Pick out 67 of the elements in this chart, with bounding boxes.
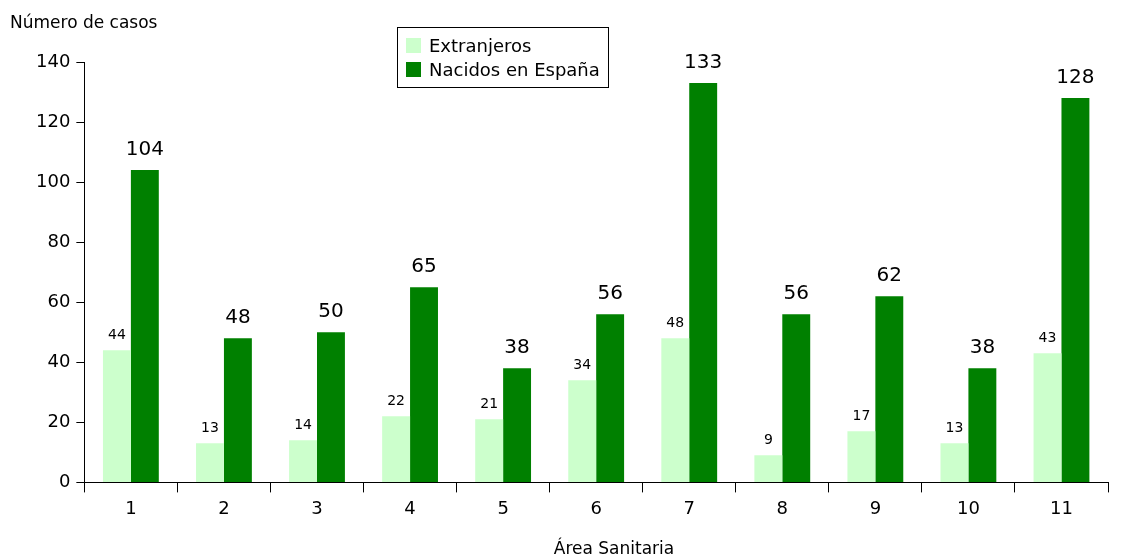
x-tick-label: 2 (218, 496, 230, 518)
data-label: 17 (852, 406, 871, 423)
y-tick-label: 0 (58, 470, 71, 492)
y-tick-label: 80 (47, 229, 71, 251)
data-label: 48 (666, 313, 685, 330)
y-tick-label: 20 (47, 410, 71, 432)
bar (596, 314, 625, 482)
data-label: 14 (294, 416, 313, 432)
data-label: 34 (573, 355, 592, 372)
data-label: 9 (763, 431, 773, 448)
y-tick-label: 120 (36, 109, 71, 131)
bar (754, 455, 783, 482)
bar (968, 368, 997, 482)
data-label: 13 (201, 419, 219, 435)
data-label: 44 (108, 325, 126, 342)
y-axis-title: Número de casos (10, 12, 158, 32)
y-tick-label: 100 (36, 169, 71, 191)
bar (940, 443, 969, 482)
bar (410, 287, 438, 482)
data-label: 22 (387, 391, 406, 408)
data-label: 38 (969, 334, 996, 359)
bar (317, 332, 345, 482)
x-tick-label: 7 (683, 496, 695, 518)
y-tick-label: 40 (47, 349, 71, 371)
legend-label: Nacidos en España (429, 59, 600, 80)
data-label: 13 (945, 419, 964, 435)
data-label: 21 (480, 394, 499, 411)
bar (475, 419, 504, 482)
bar (782, 314, 811, 482)
bar (382, 416, 411, 482)
bar (568, 380, 597, 482)
bar (661, 338, 690, 482)
bar (102, 350, 131, 482)
data-label: 104 (125, 136, 164, 161)
data-label: 65 (411, 253, 437, 278)
bar (503, 368, 532, 482)
x-axis-title: Área Sanitaria (552, 538, 676, 558)
x-tick-label: 4 (404, 496, 416, 518)
x-tick-label: 10 (956, 496, 980, 518)
bar (289, 440, 317, 482)
data-label: 133 (684, 49, 723, 74)
bar (689, 83, 718, 482)
x-tick-label: 9 (869, 496, 882, 518)
y-tick-label: 140 (36, 49, 71, 71)
bar (1033, 353, 1062, 482)
x-tick-label: 6 (590, 496, 602, 518)
data-label: 56 (597, 280, 623, 305)
data-label: 56 (783, 280, 809, 305)
data-label: 50 (318, 298, 344, 323)
bar (223, 338, 252, 482)
data-label: 48 (225, 304, 251, 329)
bar (196, 443, 224, 482)
data-label: 43 (1038, 328, 1057, 345)
data-label: 38 (504, 334, 530, 359)
x-tick-label: 3 (311, 496, 323, 518)
bar (847, 431, 876, 482)
x-tick-label: 1 (125, 496, 137, 518)
data-label: 62 (876, 262, 903, 287)
bar (130, 170, 159, 482)
x-tick-label: 8 (776, 496, 789, 518)
y-tick-label: 60 (47, 289, 71, 311)
x-tick-label: 11 (1050, 496, 1073, 518)
bar (1061, 98, 1090, 482)
bar (875, 296, 904, 482)
legend-label: Extranjeros (429, 35, 532, 56)
x-tick-label: 5 (497, 496, 509, 518)
data-label: 128 (1056, 64, 1095, 89)
